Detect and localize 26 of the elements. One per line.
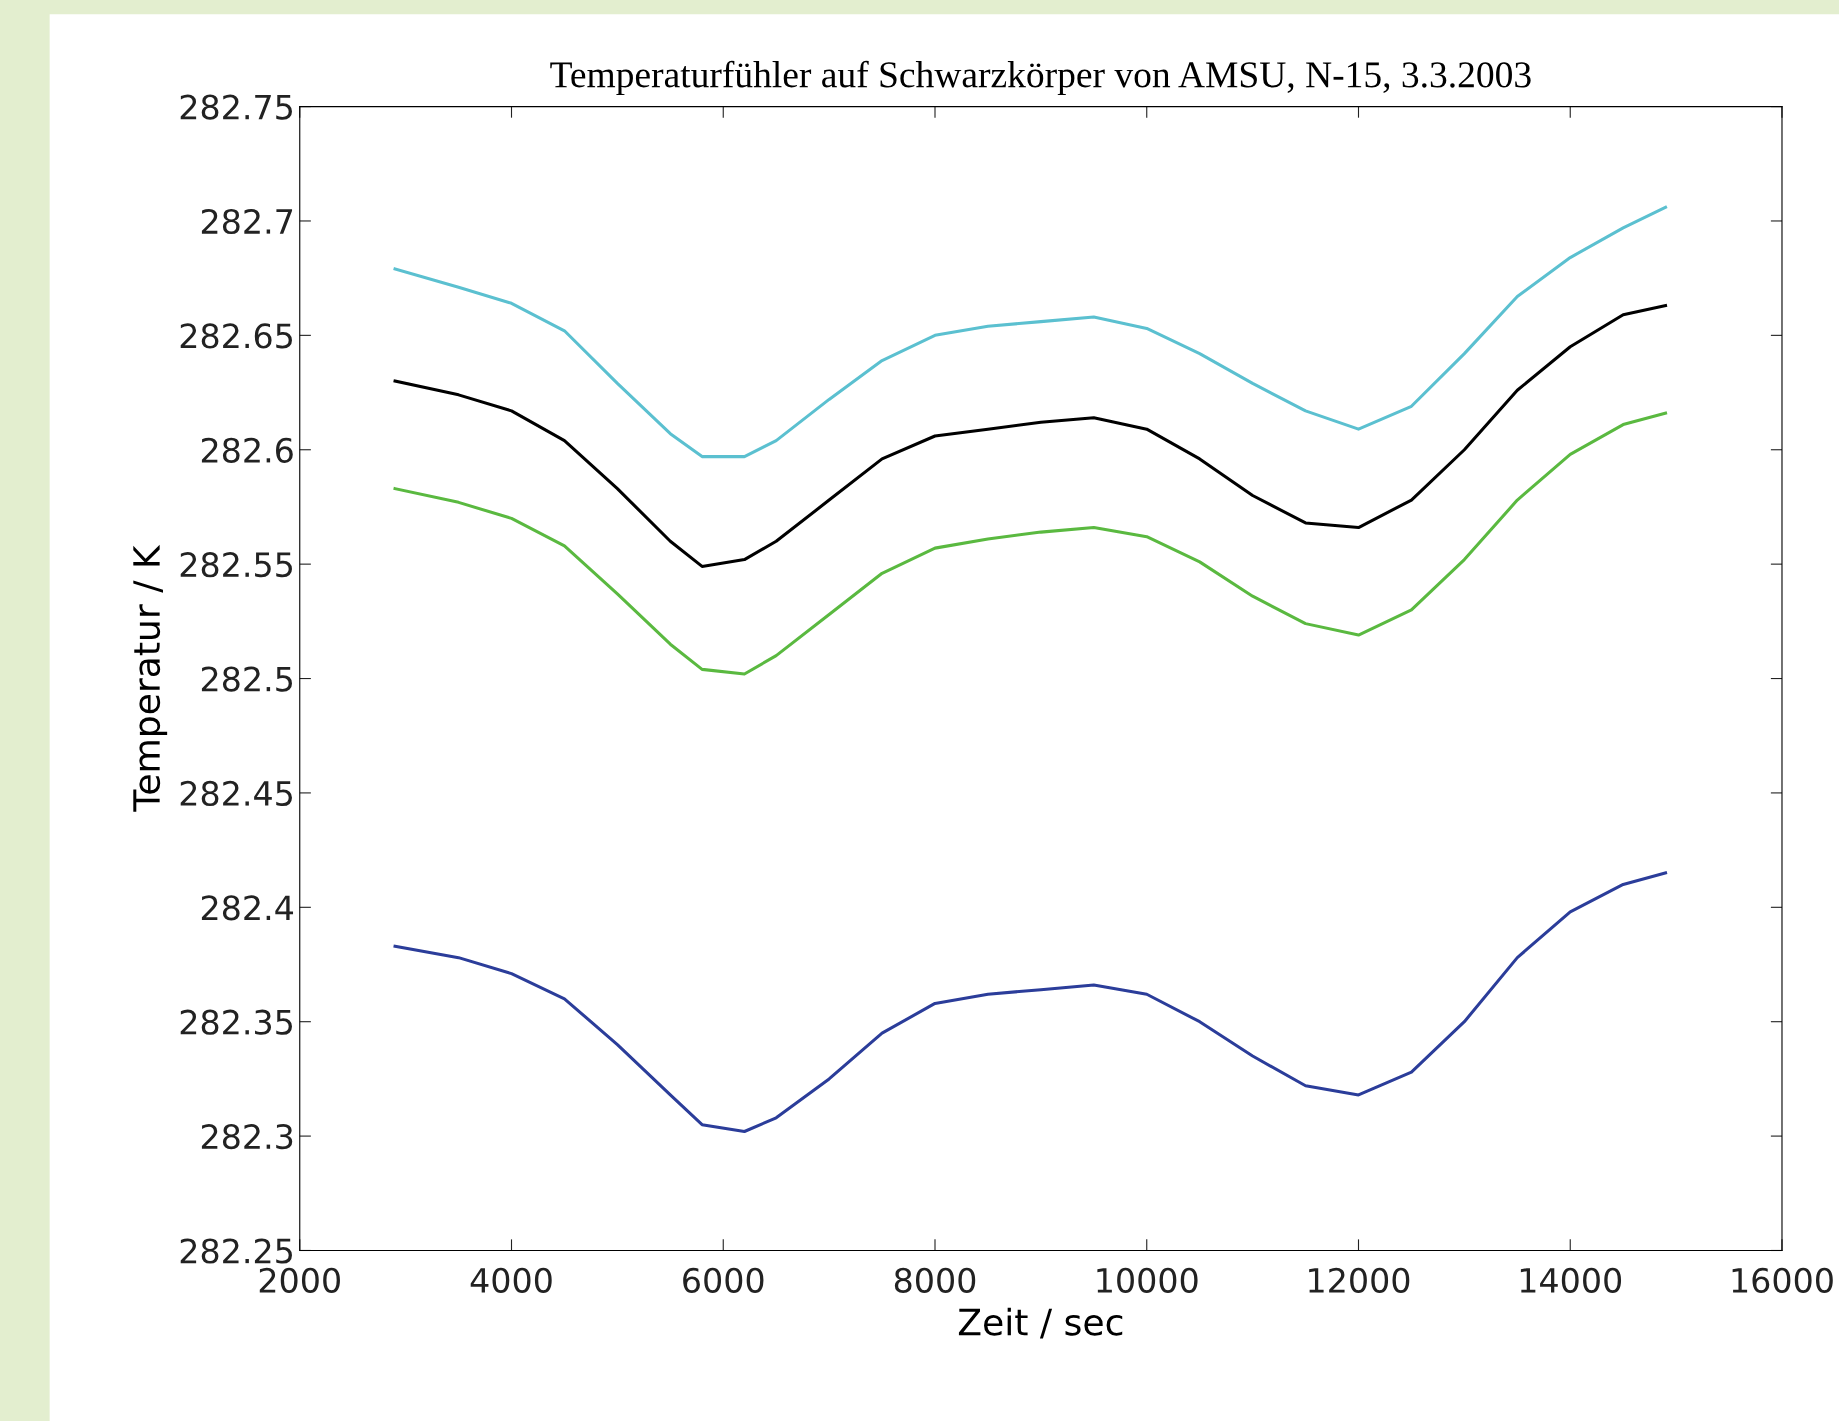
x-tick-label: 14000 bbox=[1520, 1267, 1622, 1293]
chart-title: Temperaturfühler auf Schwarzkörper von AMSU, N-15, 3.3.2003 bbox=[550, 60, 1531, 96]
y-tick-label: 282.4 bbox=[201, 895, 294, 921]
line-series bbox=[393, 411, 1668, 676]
y-tick-label: 282.35 bbox=[180, 1009, 292, 1035]
x-tick-label: 2000 bbox=[259, 1267, 340, 1293]
y-tick-label: 282.65 bbox=[180, 323, 292, 349]
y-tick-label: 282.6 bbox=[201, 437, 293, 463]
line-series bbox=[393, 871, 1668, 1134]
y-tick-label: 282.25 bbox=[180, 1238, 292, 1264]
line-series bbox=[393, 205, 1668, 459]
y-tick-label: 282.45 bbox=[180, 780, 292, 807]
line-series bbox=[393, 304, 1668, 568]
y-tick-label: 282.55 bbox=[180, 552, 292, 578]
x-tick-label: 12000 bbox=[1309, 1267, 1410, 1293]
x-tick-label: 4000 bbox=[470, 1267, 552, 1293]
x-tick-label: 16000 bbox=[1732, 1267, 1833, 1293]
x-tick-label: 6000 bbox=[683, 1267, 764, 1293]
x-tick-label: 10000 bbox=[1097, 1267, 1198, 1293]
y-tick-label: 282.5 bbox=[201, 666, 292, 692]
x-axis-title: Zeit / sec bbox=[958, 1307, 1123, 1339]
y-axis-title: Temperatur / K bbox=[133, 544, 168, 812]
x-tick-label: 8000 bbox=[894, 1267, 976, 1293]
y-tick-label: 282.75 bbox=[180, 94, 292, 120]
y-tick-label: 282.3 bbox=[201, 1124, 293, 1150]
y-tick-label: 282.7 bbox=[201, 208, 293, 235]
